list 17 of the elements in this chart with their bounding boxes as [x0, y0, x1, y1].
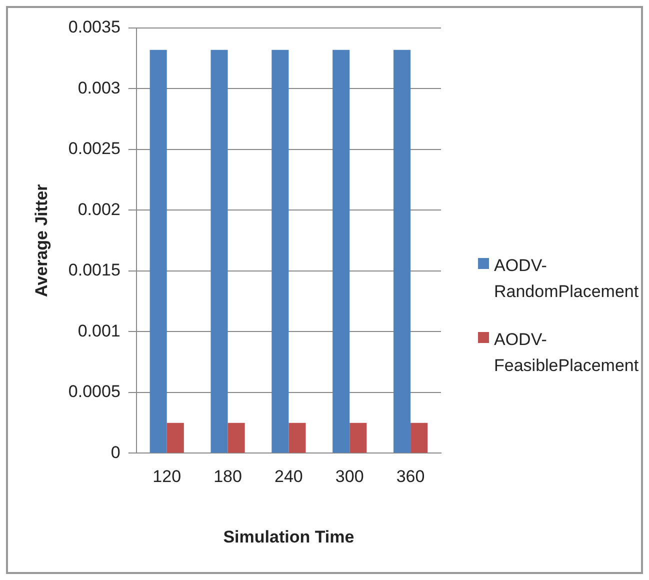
- legend-label: AODV-FeasiblePlacement: [494, 329, 640, 377]
- y-tick-label: 0.001: [78, 321, 120, 340]
- x-tick-label: 240: [274, 467, 303, 486]
- x-tick-label: 180: [214, 467, 242, 486]
- y-tick-label: 0.003: [78, 78, 120, 98]
- y-tick-label: 0.0025: [68, 139, 120, 158]
- y-tick-label: 0.002: [78, 200, 120, 219]
- y-tick-label: 0.0035: [68, 18, 120, 37]
- y-tick-label: 0: [110, 442, 120, 462]
- x-tick-label: 300: [335, 467, 364, 486]
- y-axis-title: Average Jitter: [32, 184, 51, 297]
- x-tick-label: 360: [396, 467, 425, 486]
- legend-label: AODV-RandomPlacement: [494, 255, 640, 303]
- x-axis-title: Simulation Time: [223, 527, 354, 546]
- y-tick-label: 0.0015: [68, 260, 120, 280]
- x-tick-label: 120: [152, 467, 182, 486]
- y-tick-label: 0.0005: [68, 382, 120, 402]
